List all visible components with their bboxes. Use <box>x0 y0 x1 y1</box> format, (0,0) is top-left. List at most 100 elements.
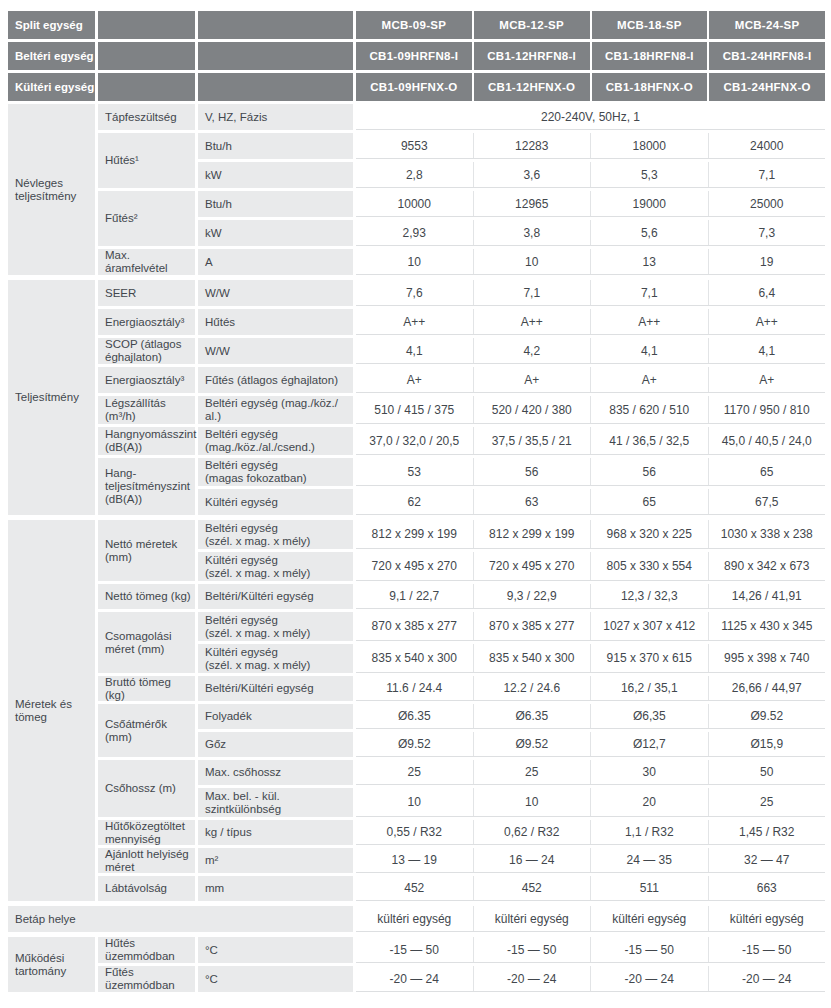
row-label: Energiaosztály³ <box>98 309 195 335</box>
value-cell: 32 — 47 <box>708 848 826 872</box>
value-cell: 520 / 420 / 380 <box>473 396 591 423</box>
value-cell: 9,3 / 22,9 <box>473 584 591 608</box>
value-cell: 835 x 540 x 300 <box>473 644 591 672</box>
value-cell: A++ <box>473 309 591 334</box>
value-cell: A++ <box>356 309 473 334</box>
value-cell: 12.2 / 24.6 <box>473 676 591 700</box>
row-sublabel: Gőz <box>198 732 353 757</box>
value-cell: Ø9.52 <box>708 704 826 728</box>
value-cell: -20 — 24 <box>590 966 708 991</box>
value-cell: kültéri egység <box>708 906 826 931</box>
value-row: 10101319 <box>356 249 825 275</box>
row-label: Fűtés² <box>98 191 195 246</box>
row-label: Csőhossz (m) <box>98 760 195 817</box>
value-cell: 19000 <box>590 191 708 216</box>
value-cell: A+ <box>590 367 708 392</box>
header-model-cell: CB1-18HFNX-O <box>592 73 708 101</box>
value-row: kültéri egységkültéri egységkültéri egys… <box>356 906 825 932</box>
value-row: 452452511663 <box>356 876 825 901</box>
value-row: Ø6.35Ø6.35Ø6,35Ø9.52 <box>356 704 825 729</box>
header-row-label: Split egység <box>8 11 95 39</box>
group-label: Működési tartomány <box>8 937 95 992</box>
value-cell: 12,3 / 32,3 <box>590 584 708 608</box>
group-label: Méretek és tömeg <box>8 520 95 901</box>
value-cell: 3,6 <box>473 162 591 187</box>
value-cell: 20 <box>590 788 708 816</box>
value-cell: 19 <box>708 249 826 274</box>
value-cell: 50 <box>708 760 826 784</box>
spec-group: Névleges teljesítményTápfeszültségV, HZ,… <box>8 104 825 275</box>
value-row: 53565665 <box>356 458 825 486</box>
row-sublabel: Max. bel. - kül. szintkülönbség <box>198 788 353 817</box>
value-cell: 24 — 35 <box>590 848 708 872</box>
header-spacer-cell <box>98 42 195 70</box>
group-label: Teljesítmény <box>8 280 95 515</box>
value-cell: 870 x 385 x 277 <box>473 612 591 640</box>
value-cell: 24000 <box>708 133 826 158</box>
value-cell: A+ <box>473 367 591 392</box>
value-cell: 835 x 540 x 300 <box>356 644 473 672</box>
value-cell: 41 / 36,5 / 32,5 <box>590 427 708 454</box>
spec-group: Méretek és tömegNettó méretek (mm)Beltér… <box>8 520 825 901</box>
group-label: Névleges teljesítmény <box>8 104 95 275</box>
value-cell: 835 / 620 / 510 <box>590 396 708 423</box>
value-cell: 7,1 <box>473 280 591 305</box>
row-sublabel: V, HZ, Fázis <box>198 104 353 130</box>
value-row: 7,67,17,16,4 <box>356 280 825 306</box>
value-row: Ø9.52Ø9.52Ø12,7Ø15,9 <box>356 732 825 757</box>
row-sublabel: Beltéri egység (szél. x mag. x mély) <box>198 612 353 641</box>
row-sublabel: Btu/h <box>198 133 353 159</box>
value-cell: 37,5 / 35,5 / 21 <box>473 427 591 454</box>
value-cell: A+ <box>356 367 473 392</box>
value-cell: 10 <box>473 249 591 274</box>
value-cell: A++ <box>590 309 708 334</box>
header-model-cell: CB1-09HFNX-O <box>356 73 472 101</box>
row-label: Hűtés üzemmódban <box>98 937 195 963</box>
value-cell: 0,62 / R32 <box>473 820 591 844</box>
value-cell: 870 x 385 x 277 <box>356 612 473 640</box>
value-cell: 805 x 330 x 554 <box>590 552 708 580</box>
row-sublabel: Btu/h <box>198 191 353 217</box>
value-cell: -15 — 50 <box>590 937 708 962</box>
value-row: 510 / 415 / 375520 / 420 / 380835 / 620 … <box>356 396 825 424</box>
value-cell: 30 <box>590 760 708 784</box>
value-cell: 6,4 <box>708 280 826 305</box>
value-cell: 53 <box>356 458 473 485</box>
value-cell: kültéri egység <box>473 906 591 931</box>
row-sublabel: mm <box>198 876 353 901</box>
row-sublabel: kW <box>198 162 353 188</box>
value-cell: 25 <box>356 760 473 784</box>
value-cell: 14,26 / 41,91 <box>708 584 826 608</box>
value-cell: 890 x 342 x 673 <box>708 552 826 580</box>
value-cell: 10000 <box>356 191 473 216</box>
value-cell: 1,45 / R32 <box>708 820 826 844</box>
header-spacer-cell <box>98 73 195 101</box>
value-cell: 720 x 495 x 270 <box>356 552 473 580</box>
value-cell: 67,5 <box>708 489 826 514</box>
row-label: SEER <box>98 280 195 306</box>
header-model-cell: MCB-24-SP <box>709 11 825 39</box>
value-cell: 13 <box>590 249 708 274</box>
row-sublabel: Fűtés (átlagos éghajlaton) <box>198 367 353 393</box>
row-label: Hang- teljesítményszint (dB(A)) <box>98 458 195 515</box>
value-cell: 65 <box>708 458 826 485</box>
value-cell: Ø6,35 <box>590 704 708 728</box>
value-cell: 3,8 <box>473 220 591 245</box>
row-sublabel: Beltéri egység (szél. x mag. x mély) <box>198 520 353 549</box>
row-sublabel: kg / típus <box>198 820 353 845</box>
value-cell: 9553 <box>356 133 473 158</box>
value-cell: 25 <box>708 788 826 816</box>
value-row: 9,1 / 22,79,3 / 22,912,3 / 32,314,26 / 4… <box>356 584 825 609</box>
value-cell: 12965 <box>473 191 591 216</box>
value-row: 9553122831800024000 <box>356 133 825 159</box>
value-cell: -15 — 50 <box>356 937 473 962</box>
row-label: Tápfeszültség <box>98 104 195 130</box>
value-row: -15 — 50-15 — 50-15 — 50-15 — 50 <box>356 937 825 963</box>
value-cell: 10 <box>356 249 473 274</box>
header-model-cells: MCB-09-SPMCB-12-SPMCB-18-SPMCB-24-SP <box>356 11 825 39</box>
value-row: 720 x 495 x 270720 x 495 x 270805 x 330 … <box>356 552 825 581</box>
value-cell: 7,3 <box>708 220 826 245</box>
row-sublabel: Beltéri egység (mag./köz./ al.) <box>198 396 353 424</box>
value-cell: 663 <box>708 876 826 900</box>
value-row: 812 x 299 x 199812 x 299 x 199968 x 320 … <box>356 520 825 549</box>
